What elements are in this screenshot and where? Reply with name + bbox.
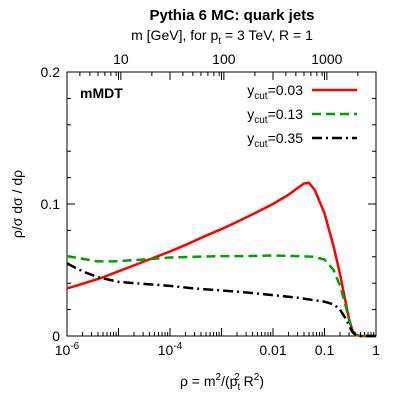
x-tick-label: 0.1 [315, 342, 335, 358]
y-tick-label: 0.1 [41, 196, 61, 212]
x-tick-label: 0.01 [259, 342, 286, 358]
legend: ycut=0.03 ycut=0.13 ycut=0.35 [247, 82, 357, 150]
legend-label-1: ycut=0.13 [247, 106, 303, 126]
plot-frame [66, 71, 377, 337]
x-tick-label: 1 [372, 342, 380, 358]
annotation-mmdt: mMDT [80, 85, 123, 101]
x-tick-label: 10-4 [158, 341, 183, 358]
legend-label-2: ycut=0.35 [247, 130, 303, 150]
top-tick-label: 10 [113, 51, 129, 67]
x-tick-label: 10-6 [55, 341, 80, 358]
legend-label-0: ycut=0.03 [247, 82, 303, 102]
chart-title: Pythia 6 MC: quark jets [149, 7, 314, 24]
y-axis-label: ρ/σ dσ / dρ [9, 170, 25, 238]
series-line-2 [66, 262, 376, 338]
top-tick-label: 100 [212, 51, 236, 67]
series-lines [66, 181, 376, 338]
x-axis-label: ρ = m2/(pt2 R2) [180, 372, 264, 393]
y-tick-label: 0 [52, 328, 60, 344]
tick-labels: 10-6 10-4 0.01 0.1 1 10 100 1000 0 0.1 0.2 [41, 51, 381, 358]
tick-marks [66, 71, 377, 337]
series-line-0 [66, 181, 376, 338]
series-line-1 [66, 254, 376, 338]
y-tick-label: 0.2 [41, 64, 61, 80]
top-tick-label: 1000 [311, 51, 342, 67]
top-axis-label: m [GeV], for pt = 3 TeV, R = 1 [131, 27, 313, 47]
